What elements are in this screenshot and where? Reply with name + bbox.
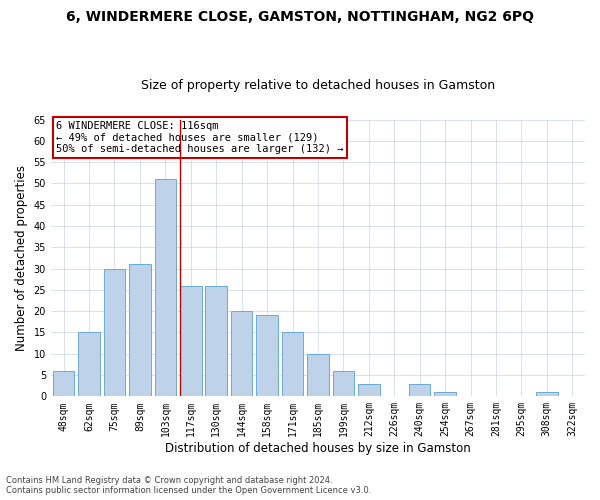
Y-axis label: Number of detached properties: Number of detached properties [15, 165, 28, 351]
Bar [129, 264, 151, 396]
Bar [536, 392, 557, 396]
Bar [231, 311, 253, 396]
Text: Contains HM Land Registry data © Crown copyright and database right 2024.
Contai: Contains HM Land Registry data © Crown c… [6, 476, 371, 495]
Bar [78, 332, 100, 396]
Text: 6, WINDERMERE CLOSE, GAMSTON, NOTTINGHAM, NG2 6PQ: 6, WINDERMERE CLOSE, GAMSTON, NOTTINGHAM… [66, 10, 534, 24]
Title: Size of property relative to detached houses in Gamston: Size of property relative to detached ho… [141, 79, 495, 92]
Text: 6 WINDERMERE CLOSE: 116sqm
← 49% of detached houses are smaller (129)
50% of sem: 6 WINDERMERE CLOSE: 116sqm ← 49% of deta… [56, 121, 344, 154]
Bar [104, 268, 125, 396]
Bar [180, 286, 202, 397]
Bar [332, 371, 354, 396]
Bar [256, 316, 278, 396]
Bar [358, 384, 380, 396]
Bar [205, 286, 227, 397]
Bar [307, 354, 329, 397]
Bar [282, 332, 304, 396]
Bar [155, 179, 176, 396]
Bar [53, 371, 74, 396]
Bar [434, 392, 456, 396]
X-axis label: Distribution of detached houses by size in Gamston: Distribution of detached houses by size … [165, 442, 471, 455]
Bar [409, 384, 430, 396]
